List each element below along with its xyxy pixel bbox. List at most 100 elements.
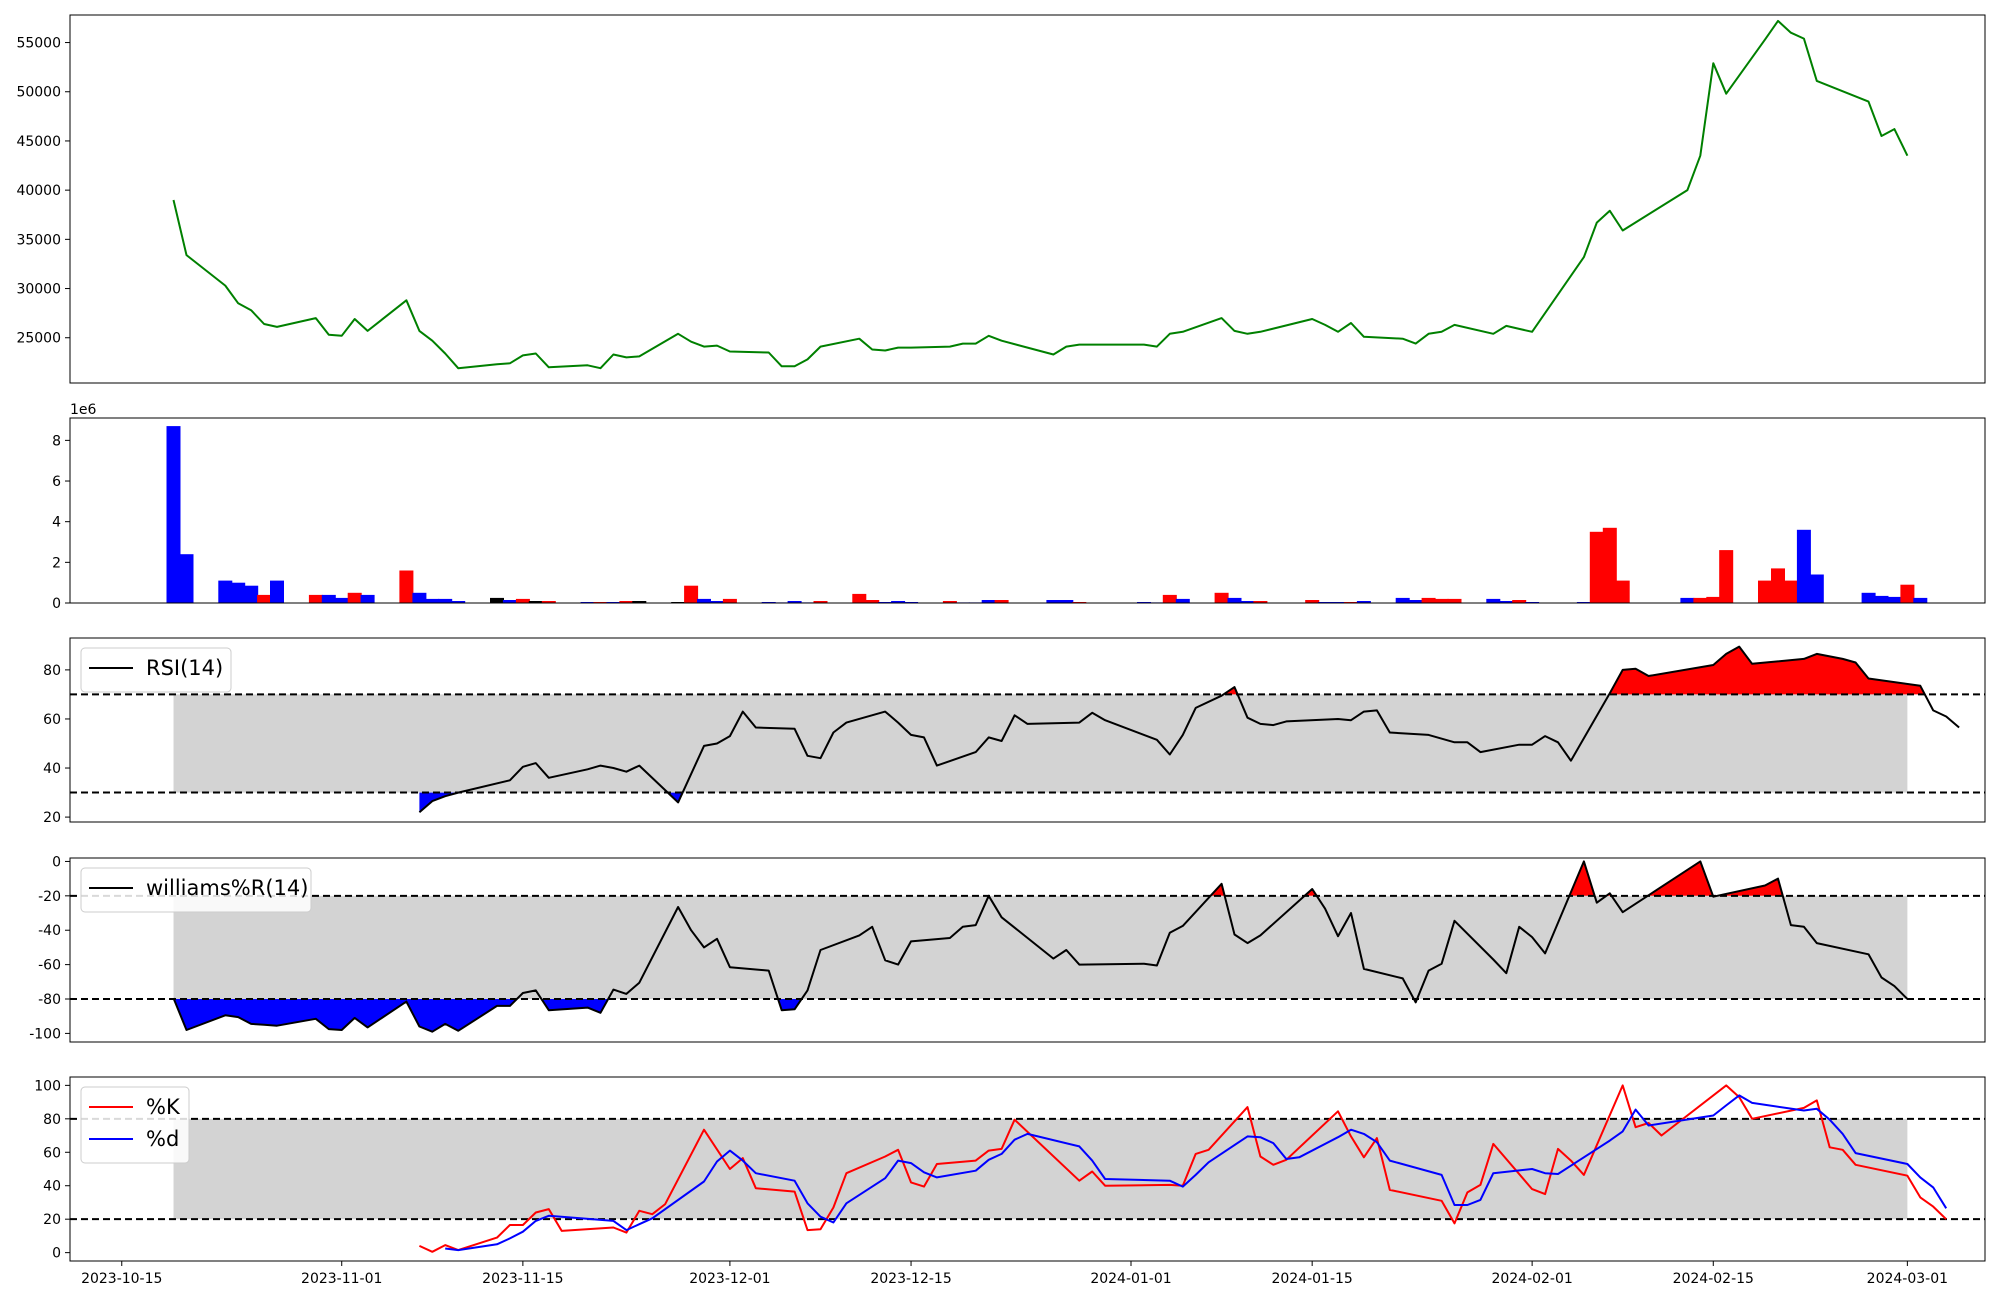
volume-bar <box>1861 592 1876 603</box>
volume-offset-label: 1e6 <box>70 402 97 418</box>
rsi-panel: 20 40 60 80 RSI(14) <box>43 637 1986 826</box>
volume-bar <box>347 592 362 603</box>
volume-bar <box>1408 600 1423 603</box>
volume-bar <box>244 585 259 603</box>
y-tick-label: 0 <box>52 854 61 870</box>
volume-bar <box>438 598 453 603</box>
stochastic-panel: 0 20 40 60 80 100 %K %d 2023-10-15 2023-11-01 2023… <box>34 1076 1986 1287</box>
y-tick-label: 30000 <box>16 282 61 298</box>
y-tick-label: 20 <box>43 810 61 826</box>
indicator-line <box>172 860 1909 1033</box>
neutral-band <box>173 1118 1908 1220</box>
volume-bar <box>1214 592 1229 603</box>
volume-bar <box>425 598 440 603</box>
x-tick-label: 2023-12-01 <box>689 1271 770 1287</box>
volume-bar <box>710 601 724 603</box>
axes-frame <box>69 637 1986 823</box>
volume-bar <box>1796 529 1811 603</box>
volume-bar <box>1512 600 1527 603</box>
y-tick-label: 40 <box>43 1179 61 1195</box>
volume-bar <box>528 601 543 603</box>
price-panel: 25000 30000 35000 40000 45000 50000 55000 <box>16 14 1986 384</box>
volume-bar <box>1421 597 1436 603</box>
volume-bar <box>619 601 634 603</box>
y-tick-label: 80 <box>43 1112 61 1128</box>
volume-bar <box>412 592 427 603</box>
volume-bar <box>1874 595 1889 603</box>
volume-bar <box>1227 597 1242 603</box>
volume-bar <box>1693 597 1708 603</box>
overbought-fill <box>1569 861 1595 896</box>
y-tick-label: 4 <box>52 515 61 531</box>
volume-bar <box>1913 597 1928 603</box>
volume-bar <box>218 580 233 603</box>
overbought-fill <box>1609 646 1925 695</box>
volume-bar <box>257 594 272 603</box>
volume-bar <box>490 597 504 603</box>
y-tick-label: 60 <box>43 712 61 728</box>
volume-bar <box>684 585 699 603</box>
y-tick-label: 0 <box>52 596 61 612</box>
williams-panel: -100 -80 -60 -40 -20 0 williams%R(14) <box>29 854 1986 1043</box>
volume-bar <box>1434 598 1449 603</box>
y-tick-label: 55000 <box>16 36 61 52</box>
y-tick-label: 2 <box>52 555 61 571</box>
volume-bar <box>399 570 414 603</box>
y-tick-label: 20 <box>43 1212 61 1228</box>
legend-label: %K <box>146 1095 181 1119</box>
y-tick-label: -20 <box>38 889 61 905</box>
volume-bar <box>1680 597 1695 603</box>
volume-bar <box>981 600 996 603</box>
volume-bar <box>1162 594 1177 603</box>
volume-bar <box>942 601 957 603</box>
legend-label: williams%R(14) <box>146 876 308 900</box>
volume-bar <box>502 600 517 603</box>
price-line <box>172 19 1909 370</box>
volume-bar <box>1771 568 1785 603</box>
volume-bar <box>1602 527 1617 603</box>
volume-bar <box>1395 597 1410 603</box>
volume-bar <box>632 601 647 603</box>
overbought-fill <box>1647 861 1713 896</box>
y-tick-label: -40 <box>38 923 61 939</box>
volume-bar <box>1305 600 1320 603</box>
volume-bar <box>1499 601 1514 603</box>
volume-bar <box>787 601 802 603</box>
x-tick-label: 2023-11-15 <box>482 1271 563 1287</box>
y-tick-label: 8 <box>52 433 61 449</box>
volume-bar <box>1486 598 1501 603</box>
y-tick-label: 40000 <box>16 183 61 199</box>
volume-bar <box>1900 584 1915 603</box>
volume-bar <box>1758 580 1772 603</box>
y-tick-label: -80 <box>38 992 61 1008</box>
y-tick-label: 60 <box>43 1145 61 1161</box>
y-tick-label: -100 <box>29 1026 61 1042</box>
neutral-band <box>173 694 1908 793</box>
volume-bar <box>451 601 466 603</box>
volume-bar <box>166 426 181 603</box>
x-tick-label: 2023-11-01 <box>301 1271 382 1287</box>
y-tick-label: 25000 <box>16 331 61 347</box>
volume-bar <box>1887 596 1902 603</box>
volume-bar <box>1615 580 1630 603</box>
volume-bar <box>1059 600 1074 603</box>
volume-bar <box>1783 580 1798 603</box>
volume-bar <box>1356 601 1371 603</box>
volume-bar <box>231 582 246 603</box>
volume-bar <box>1589 531 1604 603</box>
volume-bar <box>1809 574 1824 603</box>
axes-frame <box>69 14 1986 384</box>
x-tick-label: 2024-03-01 <box>1867 1271 1948 1287</box>
volume-panel: 1e6 0 2 4 6 8 <box>52 402 1986 612</box>
volume-bar <box>722 598 737 603</box>
volume-bar <box>1706 596 1721 603</box>
volume-bar <box>308 594 323 603</box>
y-tick-label: 40 <box>43 761 61 777</box>
oversold-fill <box>419 792 459 813</box>
axes-frame <box>69 1076 1986 1262</box>
volume-bar <box>334 597 349 603</box>
volume-bar <box>865 600 880 603</box>
y-tick-label: 35000 <box>16 232 61 248</box>
y-tick-label: -60 <box>38 958 61 974</box>
volume-bar <box>1240 601 1255 603</box>
